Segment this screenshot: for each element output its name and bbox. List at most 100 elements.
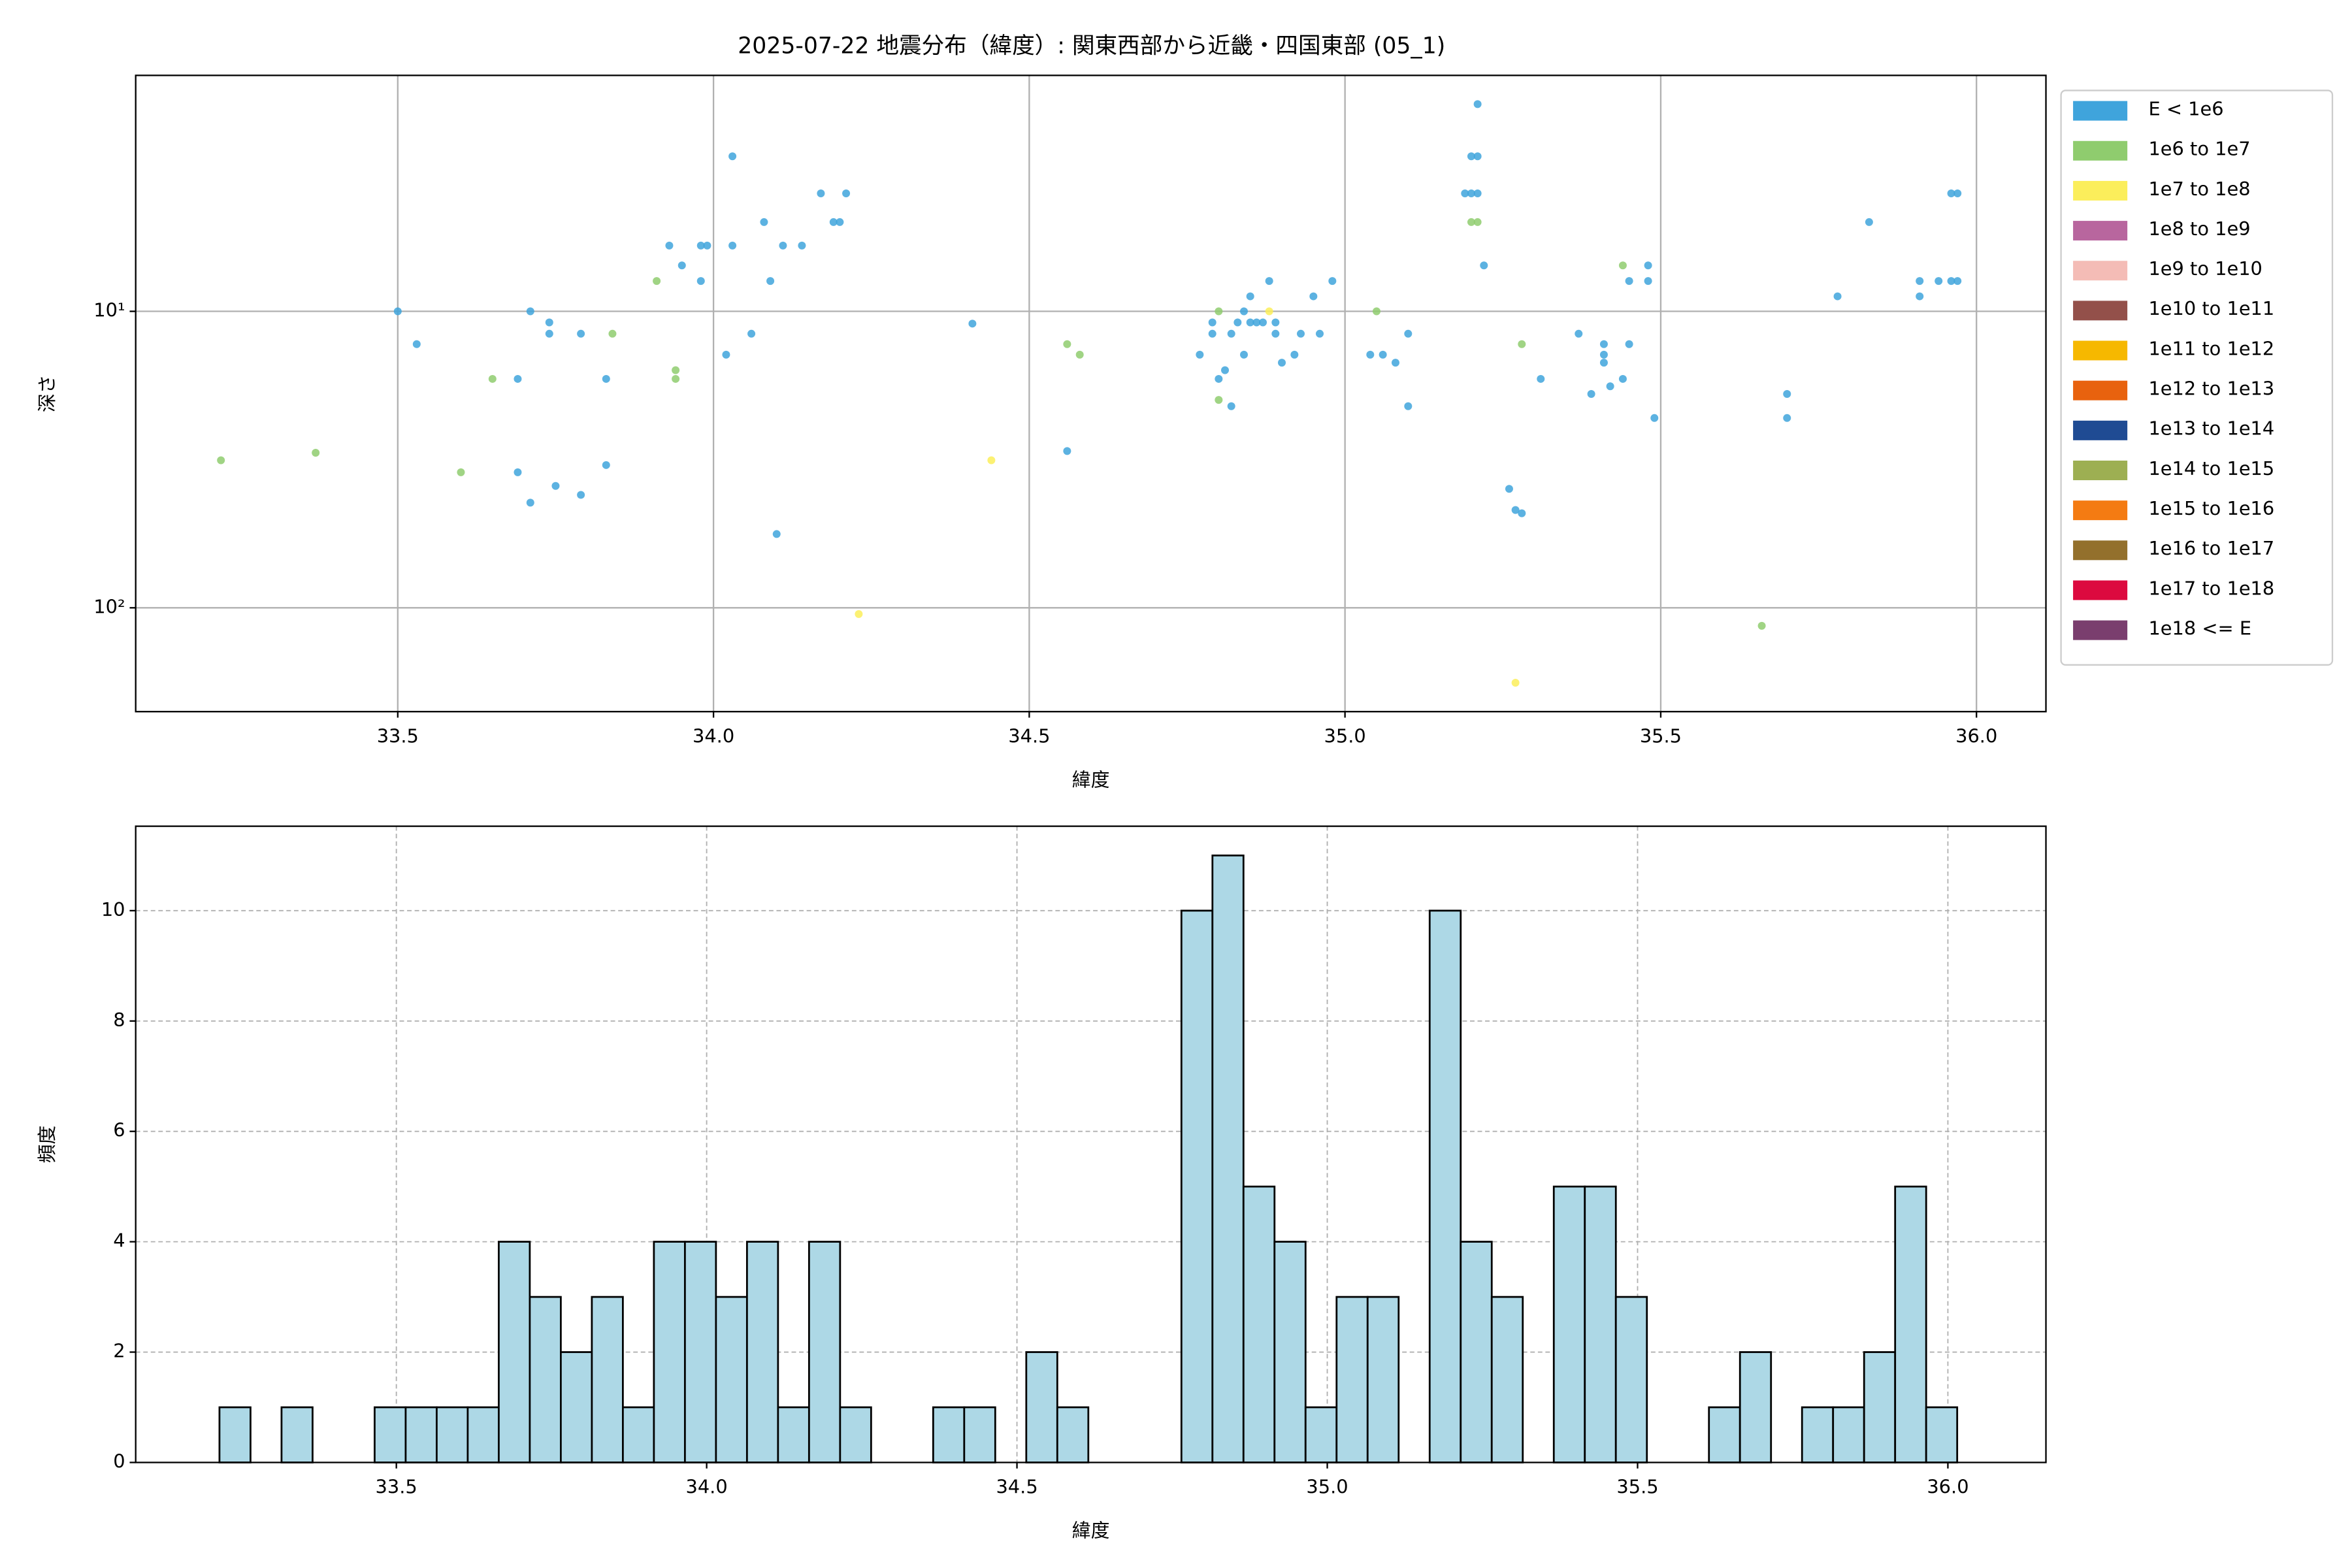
data-point bbox=[217, 456, 225, 465]
data-point bbox=[653, 277, 661, 286]
histogram-bar bbox=[1552, 1185, 1586, 1463]
data-point bbox=[672, 374, 680, 383]
data-point bbox=[1537, 374, 1545, 383]
data-point bbox=[1240, 350, 1249, 359]
y-tick-label: 8 bbox=[113, 1009, 125, 1031]
data-point bbox=[855, 610, 863, 618]
histogram-bar bbox=[1925, 1406, 1959, 1463]
x-tick-label: 35.0 bbox=[1324, 725, 1366, 747]
histogram-bar bbox=[715, 1296, 748, 1463]
data-point bbox=[1208, 329, 1217, 338]
data-point bbox=[1644, 277, 1652, 286]
data-point bbox=[312, 449, 320, 457]
histogram-bar bbox=[839, 1406, 872, 1463]
data-point bbox=[1063, 340, 1071, 348]
data-point bbox=[696, 277, 705, 286]
y-tick-label: 10 bbox=[101, 898, 125, 921]
histogram-bar bbox=[1211, 854, 1245, 1463]
data-point bbox=[1265, 307, 1273, 316]
histogram-bar bbox=[1584, 1185, 1617, 1463]
legend-label: 1e14 to 1e15 bbox=[2148, 457, 2274, 480]
data-point bbox=[1625, 277, 1633, 286]
data-point bbox=[457, 468, 465, 476]
data-point bbox=[1473, 218, 1482, 226]
data-point bbox=[1278, 359, 1286, 367]
data-point bbox=[1833, 292, 1842, 301]
histogram-bar bbox=[1025, 1351, 1058, 1463]
legend-swatch bbox=[2073, 261, 2128, 281]
histogram-bar bbox=[1180, 909, 1214, 1463]
data-point bbox=[817, 189, 825, 197]
legend-swatch bbox=[2073, 180, 2128, 201]
data-point bbox=[703, 241, 711, 250]
data-point bbox=[526, 498, 534, 507]
data-point bbox=[798, 241, 806, 250]
legend-swatch bbox=[2073, 301, 2128, 321]
histogram-bar bbox=[745, 1241, 779, 1463]
data-point bbox=[1467, 218, 1475, 226]
data-point bbox=[1221, 366, 1230, 374]
chart-title: 2025-07-22 地震分布（緯度）: 関東西部から近畿・四国東部 (05_1… bbox=[738, 33, 1445, 59]
data-point bbox=[1587, 390, 1595, 399]
histogram-bar bbox=[1863, 1351, 1897, 1463]
histogram-bar bbox=[808, 1241, 841, 1463]
data-point bbox=[842, 189, 851, 197]
data-point bbox=[1947, 189, 1955, 197]
histogram-bar bbox=[1614, 1296, 1648, 1463]
legend-swatch bbox=[2073, 140, 2128, 161]
histogram-bar bbox=[560, 1351, 593, 1463]
data-point bbox=[1606, 382, 1614, 391]
histogram-bar bbox=[1056, 1406, 1090, 1463]
data-point bbox=[1215, 307, 1223, 316]
data-point bbox=[1599, 359, 1608, 367]
y-tick-label: 6 bbox=[113, 1119, 125, 1141]
legend-label: E < 1e6 bbox=[2148, 97, 2223, 120]
histogram-bar bbox=[1304, 1406, 1338, 1463]
data-point bbox=[1473, 152, 1482, 161]
data-point bbox=[728, 152, 737, 161]
data-point bbox=[987, 456, 996, 465]
data-point bbox=[1063, 447, 1071, 455]
legend-box bbox=[2060, 90, 2334, 666]
data-point bbox=[968, 319, 977, 328]
data-point bbox=[1947, 277, 1955, 286]
legend-label: 1e16 to 1e17 bbox=[2148, 537, 2274, 559]
data-point bbox=[393, 307, 402, 316]
data-point bbox=[1296, 329, 1305, 338]
data-point bbox=[1315, 329, 1324, 338]
data-point bbox=[1783, 414, 1791, 422]
legend-label: 1e12 to 1e13 bbox=[2148, 378, 2274, 400]
data-point bbox=[829, 218, 838, 226]
data-point bbox=[1783, 390, 1791, 399]
data-point bbox=[1511, 506, 1520, 514]
legend-label: 1e6 to 1e7 bbox=[2148, 138, 2250, 160]
data-point bbox=[1208, 318, 1217, 327]
histogram-bar bbox=[1832, 1406, 1865, 1463]
histogram-bar bbox=[653, 1241, 686, 1463]
legend-swatch bbox=[2073, 380, 2128, 400]
x-tick-label: 36.0 bbox=[1927, 1476, 1968, 1498]
data-point bbox=[1916, 292, 1924, 301]
legend-label: 1e11 to 1e12 bbox=[2148, 337, 2274, 359]
histogram-bar bbox=[1366, 1296, 1400, 1463]
histogram-bar bbox=[1739, 1351, 1772, 1463]
data-point bbox=[412, 340, 421, 348]
y-tick-label: 0 bbox=[113, 1450, 125, 1472]
y-tick-label: 10² bbox=[93, 595, 125, 617]
data-point bbox=[1575, 329, 1583, 338]
data-point bbox=[1215, 396, 1223, 404]
data-point bbox=[1953, 189, 1962, 197]
data-point bbox=[577, 491, 585, 499]
legend-swatch bbox=[2073, 500, 2128, 521]
data-point bbox=[760, 218, 768, 226]
histogram-bar bbox=[1490, 1296, 1524, 1463]
data-point bbox=[1599, 340, 1608, 348]
histogram-bar bbox=[1708, 1406, 1741, 1463]
histogram-bar bbox=[777, 1406, 810, 1463]
data-point bbox=[1518, 509, 1526, 517]
y-axis-label: 深さ bbox=[36, 374, 58, 412]
legend-swatch bbox=[2073, 540, 2128, 561]
data-point bbox=[602, 461, 610, 469]
x-tick-label: 33.5 bbox=[376, 1476, 417, 1498]
